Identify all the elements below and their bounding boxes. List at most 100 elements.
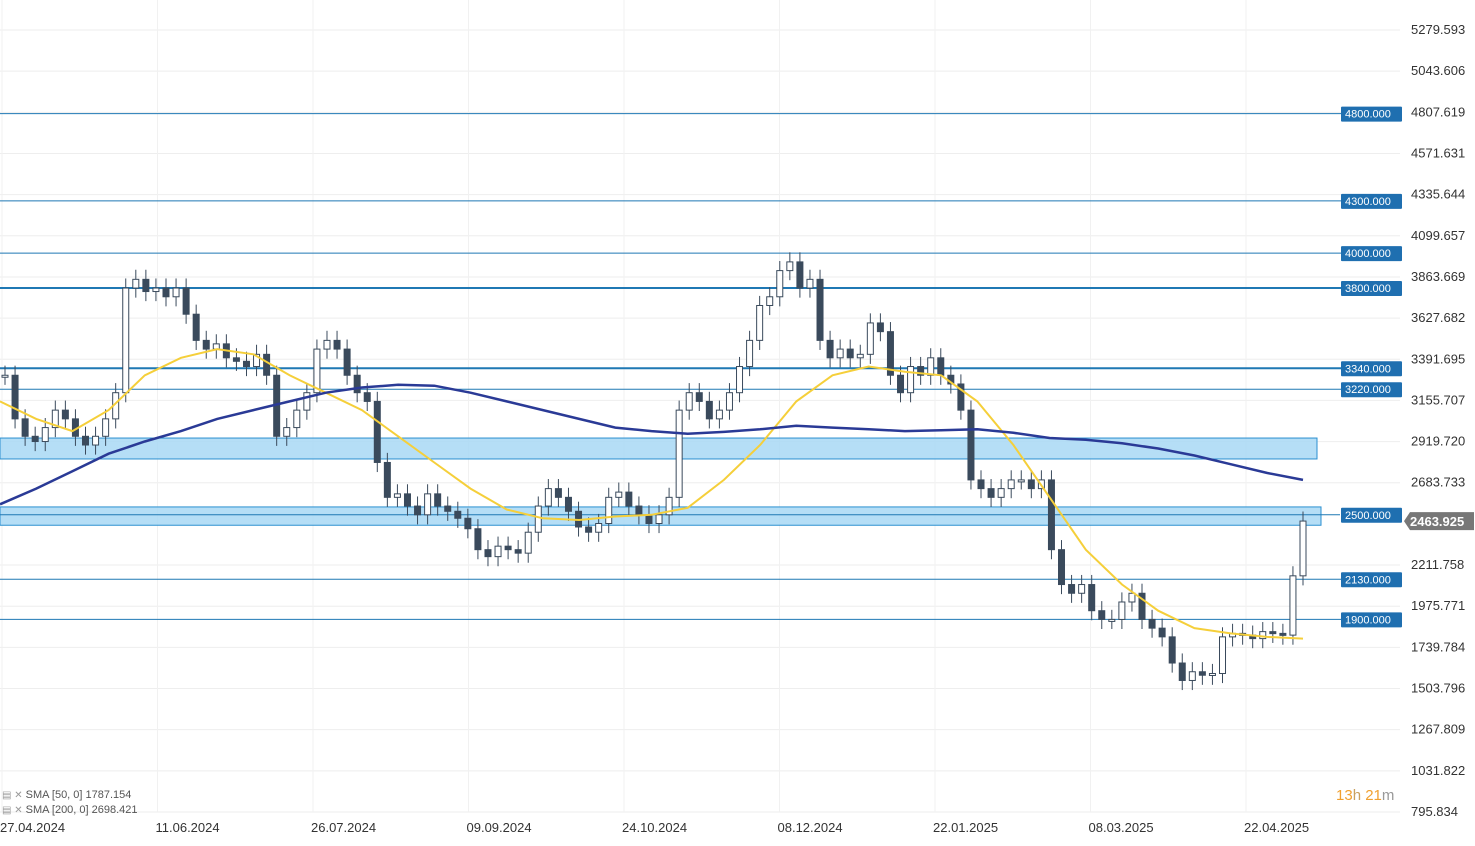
candle-body <box>967 409 975 481</box>
x-axis: 27.04.2024 11.06.2024 26.07.2024 09.09.2024… <box>0 820 1309 835</box>
horizontal-lines <box>0 113 1342 620</box>
x-tick-label: 22.01.2025 <box>933 820 998 835</box>
candle-body <box>876 322 884 333</box>
line-badge-label: 3800.000 <box>1345 283 1391 295</box>
candle-body <box>1017 479 1025 483</box>
last-price-label: 2463.925 <box>1410 514 1464 529</box>
candle-body <box>645 514 653 525</box>
line-badge <box>1341 612 1402 628</box>
x-tick-label: 08.12.2024 <box>778 820 843 835</box>
last-price-badge: 2463.925 <box>1404 512 1474 531</box>
price-zone <box>0 437 1318 460</box>
settings-icon[interactable]: ▤ ✕ <box>2 805 23 816</box>
y-tick-label: 3391.695 <box>1411 351 1465 366</box>
candle-body <box>846 348 854 359</box>
candle-body <box>1128 592 1136 603</box>
candle-body <box>444 505 452 512</box>
candle-body <box>152 287 160 293</box>
candle-body <box>554 488 562 498</box>
candle-body <box>927 357 935 376</box>
candle-body <box>836 348 844 359</box>
x-tick-label: 24.10.2024 <box>622 820 687 835</box>
line-badge-label: 2500.000 <box>1345 510 1391 522</box>
y-tick-label: 3863.669 <box>1411 269 1465 284</box>
sma50-line <box>0 348 1304 640</box>
candle-body <box>172 287 180 298</box>
legend-sma50-value: 1787.154 <box>85 789 132 801</box>
candle-body <box>1259 631 1267 640</box>
legend-sma200-value: 2698.421 <box>91 804 138 816</box>
line-badge <box>1341 572 1402 588</box>
candle-body <box>665 496 673 516</box>
settings-icon[interactable]: ▤ ✕ <box>2 790 23 801</box>
candle-body <box>293 409 301 429</box>
y-tick-label: 1739.784 <box>1411 639 1465 654</box>
timer-m: m <box>1381 787 1395 804</box>
y-tick-label: 1975.771 <box>1411 598 1465 613</box>
candle-body <box>796 261 804 289</box>
line-badge-label: 3340.000 <box>1345 363 1391 375</box>
candle-body <box>232 357 240 362</box>
candle-body <box>1 374 9 378</box>
candle-body <box>132 278 140 289</box>
candle-body <box>21 418 29 437</box>
candle-body <box>1027 479 1035 490</box>
candle-body <box>705 400 713 420</box>
line-badge-label: 4300.000 <box>1345 196 1391 208</box>
candle-body <box>695 392 703 402</box>
candle-body <box>142 278 150 293</box>
candle-body <box>414 505 422 516</box>
candle-body <box>897 374 905 394</box>
candle-body <box>1108 618 1116 622</box>
candle-body <box>383 461 391 498</box>
candle-body <box>202 339 210 350</box>
candle-body <box>192 313 200 341</box>
candle-body <box>736 366 744 394</box>
y-tick-label: 4335.644 <box>1411 187 1465 202</box>
candle-body <box>907 366 915 394</box>
candle-body <box>403 493 411 507</box>
candle-body <box>1168 636 1176 664</box>
candle-body <box>253 353 261 368</box>
candle-body <box>323 339 331 350</box>
legend-sma200-name: SMA [200, 0] <box>25 804 89 816</box>
candle-body <box>625 491 633 507</box>
candle-body <box>1138 592 1146 620</box>
candle-body <box>1279 632 1287 636</box>
candle-body <box>987 488 995 498</box>
candle-body <box>1269 631 1277 635</box>
candle-body <box>655 514 663 525</box>
candle-body <box>1148 618 1156 629</box>
candle-body <box>61 409 69 420</box>
y-tick-label: 2211.758 <box>1411 557 1464 572</box>
legend-sma200[interactable]: ▤ ✕ SMA [200, 0] 2698.421 <box>2 803 137 818</box>
last-price-bg <box>1404 512 1474 531</box>
candle-body <box>373 400 381 463</box>
candle-body <box>353 374 361 394</box>
line-badge <box>1341 106 1402 122</box>
candle-body <box>585 526 593 533</box>
line-badge <box>1341 193 1402 209</box>
candle-body <box>997 488 1005 498</box>
y-tick-label: 2683.733 <box>1411 475 1465 490</box>
candle-body <box>11 374 19 420</box>
candle-body <box>424 493 432 516</box>
y-tick-label: 1031.822 <box>1411 763 1465 778</box>
legend-sma50-name: SMA [50, 0] <box>25 789 83 801</box>
candle-body <box>534 505 542 533</box>
candle-body <box>1198 671 1206 676</box>
y-axis: 5279.593 5043.606 4807.619 4571.631 4335.644… <box>1411 22 1465 819</box>
candle-body <box>715 409 723 420</box>
candle-body <box>766 296 774 306</box>
indicator-legend: ▤ ✕ SMA [50, 0] 1787.154 ▤ ✕ SMA [200, 0… <box>2 788 137 818</box>
y-tick-label: 1267.809 <box>1411 722 1465 737</box>
candle-body <box>1088 584 1096 612</box>
timer-minutes: 21 <box>1365 787 1382 804</box>
candle-body <box>1078 584 1086 594</box>
y-tick-label: 5043.606 <box>1411 63 1465 78</box>
candle-body <box>102 418 110 437</box>
legend-sma50[interactable]: ▤ ✕ SMA [50, 0] 1787.154 <box>2 788 137 803</box>
candle-body <box>725 392 733 411</box>
candle-body <box>474 528 482 551</box>
